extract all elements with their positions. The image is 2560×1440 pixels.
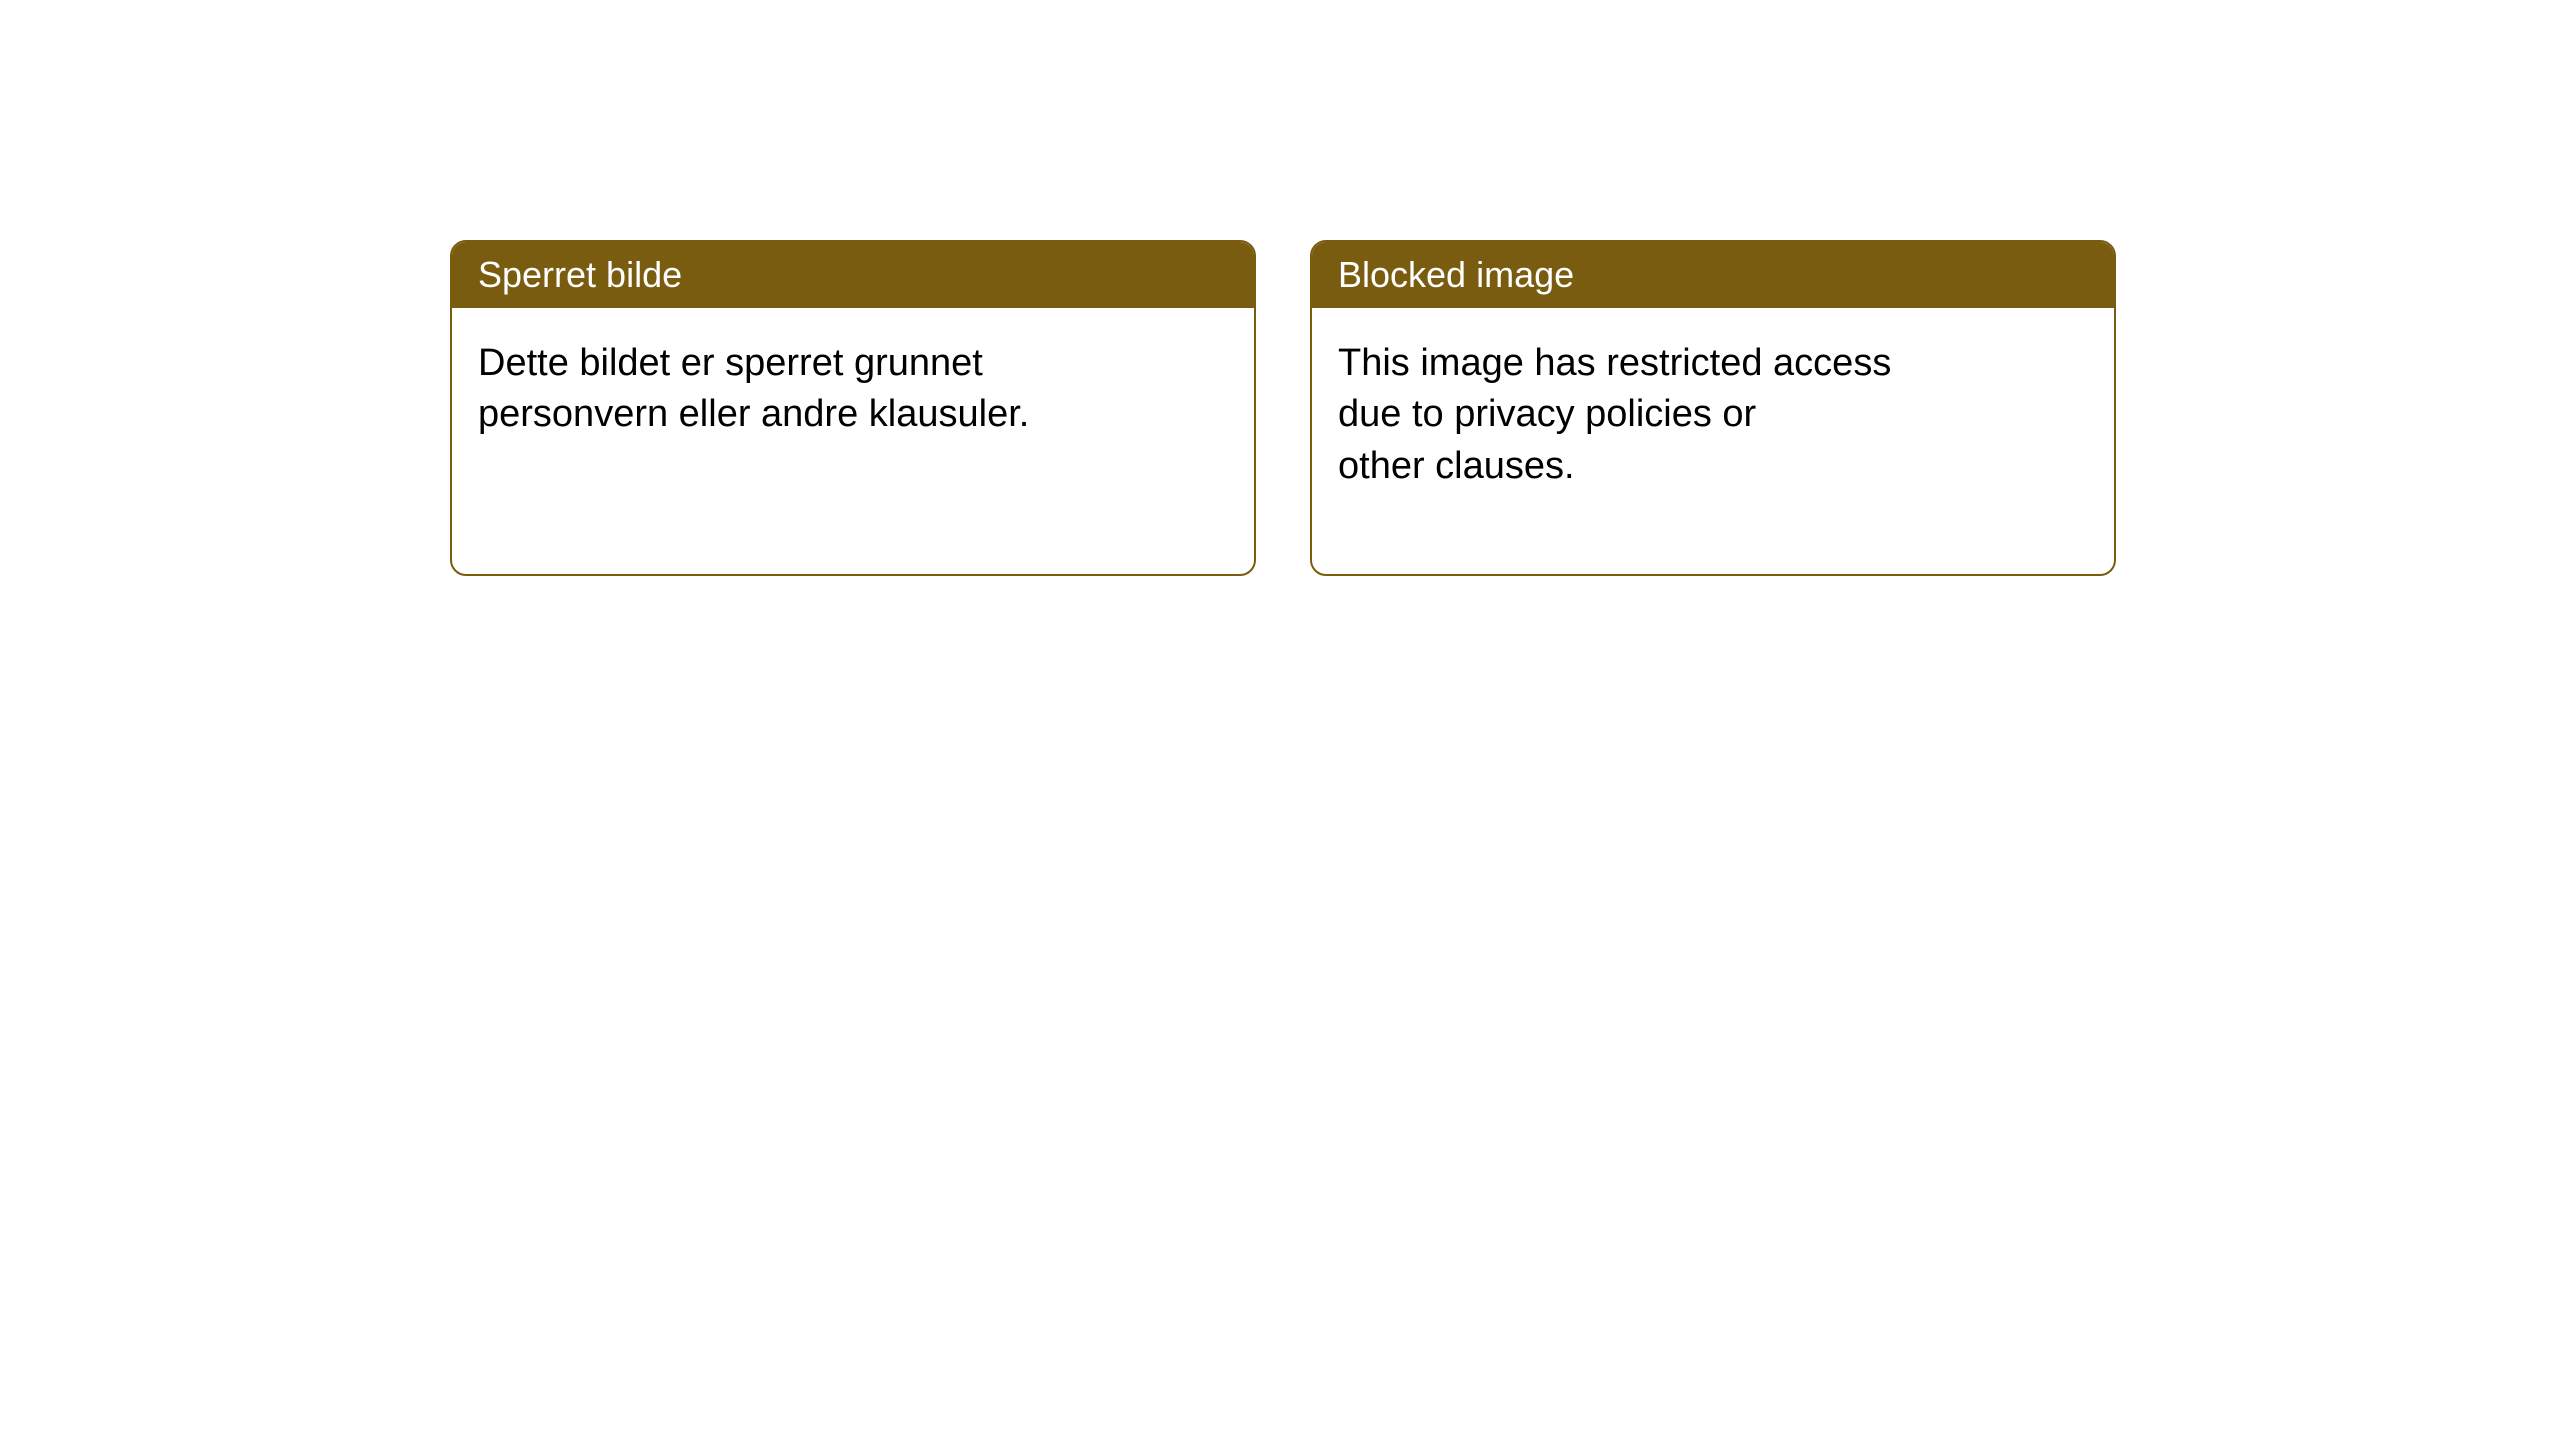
notice-header-english: Blocked image	[1312, 242, 2114, 308]
notice-box-english: Blocked image This image has restricted …	[1310, 240, 2116, 576]
notice-container: Sperret bilde Dette bildet er sperret gr…	[0, 0, 2560, 576]
notice-body-english: This image has restricted access due to …	[1312, 308, 2114, 522]
notice-box-norwegian: Sperret bilde Dette bildet er sperret gr…	[450, 240, 1256, 576]
notice-header-norwegian: Sperret bilde	[452, 242, 1254, 308]
notice-body-norwegian: Dette bildet er sperret grunnet personve…	[452, 308, 1254, 471]
